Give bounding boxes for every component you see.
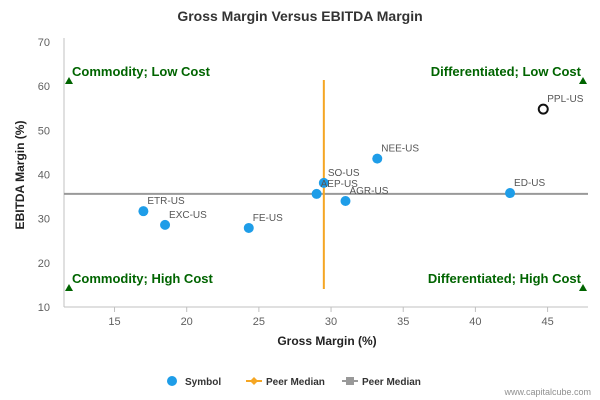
- legend-square-icon: [346, 377, 354, 385]
- legend-label: Peer Median: [266, 377, 325, 388]
- data-point: [138, 206, 149, 217]
- point-label: AGR-US: [349, 186, 388, 197]
- point-label: ED-US: [514, 178, 545, 189]
- legend-diamond-icon: [250, 377, 258, 385]
- point-label: EXC-US: [169, 210, 207, 221]
- quadrant-label-bottom-right: Differentiated; High Cost: [428, 271, 582, 286]
- data-point: [160, 219, 171, 230]
- data-point: [243, 222, 254, 233]
- point-label: NEE-US: [381, 144, 419, 155]
- x-tick-label: 25: [253, 316, 265, 328]
- point-label: SO-US: [328, 168, 360, 179]
- quadrant-label-top-right: Differentiated; Low Cost: [431, 64, 582, 79]
- credit-text: www.capitalcube.com: [503, 387, 591, 397]
- y-axis-ticks: 10 20 30 40 50 60 70: [38, 37, 50, 314]
- data-point: [318, 177, 329, 188]
- x-tick-label: 45: [541, 316, 553, 328]
- data-point: [372, 153, 383, 164]
- plot-area: [63, 38, 588, 308]
- x-axis-label: Gross Margin (%): [277, 334, 376, 348]
- x-tick-label: 35: [397, 316, 409, 328]
- quadrant-label-top-left: Commodity; Low Cost: [72, 64, 211, 79]
- y-tick-label: 50: [38, 125, 50, 137]
- quadrant-label-bottom-left: Commodity; High Cost: [72, 271, 213, 286]
- y-tick-label: 20: [38, 258, 50, 270]
- data-point: [311, 188, 322, 199]
- x-tick-label: 30: [325, 316, 337, 328]
- data-point: [537, 103, 549, 115]
- legend-symbol-dot-icon: [167, 376, 177, 386]
- quadrant-marker-bottom-left: [65, 284, 73, 291]
- data-point: [505, 188, 516, 199]
- quadrant-marker-bottom-right: [579, 284, 587, 291]
- data-point: [340, 196, 351, 206]
- legend-label: Peer Median: [362, 377, 421, 388]
- x-tick-label: 40: [469, 316, 481, 328]
- quadrant-markers: [65, 77, 587, 291]
- x-axis-ticks: 15 20 25 30 35 40 45: [108, 307, 554, 328]
- chart-title: Gross Margin Versus EBITDA Margin: [177, 8, 422, 24]
- legend-label: Symbol: [185, 377, 221, 388]
- point-label: ETR-US: [147, 196, 185, 207]
- x-tick-label: 15: [108, 316, 120, 328]
- y-tick-label: 30: [38, 214, 50, 226]
- y-tick-label: 70: [38, 37, 50, 49]
- y-tick-label: 60: [38, 81, 50, 93]
- x-tick-label: 20: [181, 316, 193, 328]
- quadrant-marker-top-right: [579, 77, 587, 84]
- y-tick-label: 10: [38, 302, 50, 314]
- y-axis-label: EBITDA Margin (%): [13, 121, 27, 230]
- quadrant-labels: Commodity; Low Cost Differentiated; Low …: [72, 64, 582, 286]
- point-label: FE-US: [253, 213, 283, 224]
- legend: Symbol Peer Median Peer Median: [167, 376, 421, 388]
- y-tick-label: 40: [38, 170, 50, 182]
- point-label: AEP-US: [321, 179, 359, 190]
- quadrant-marker-top-left: [65, 77, 73, 84]
- point-label: PPL-US: [547, 94, 583, 105]
